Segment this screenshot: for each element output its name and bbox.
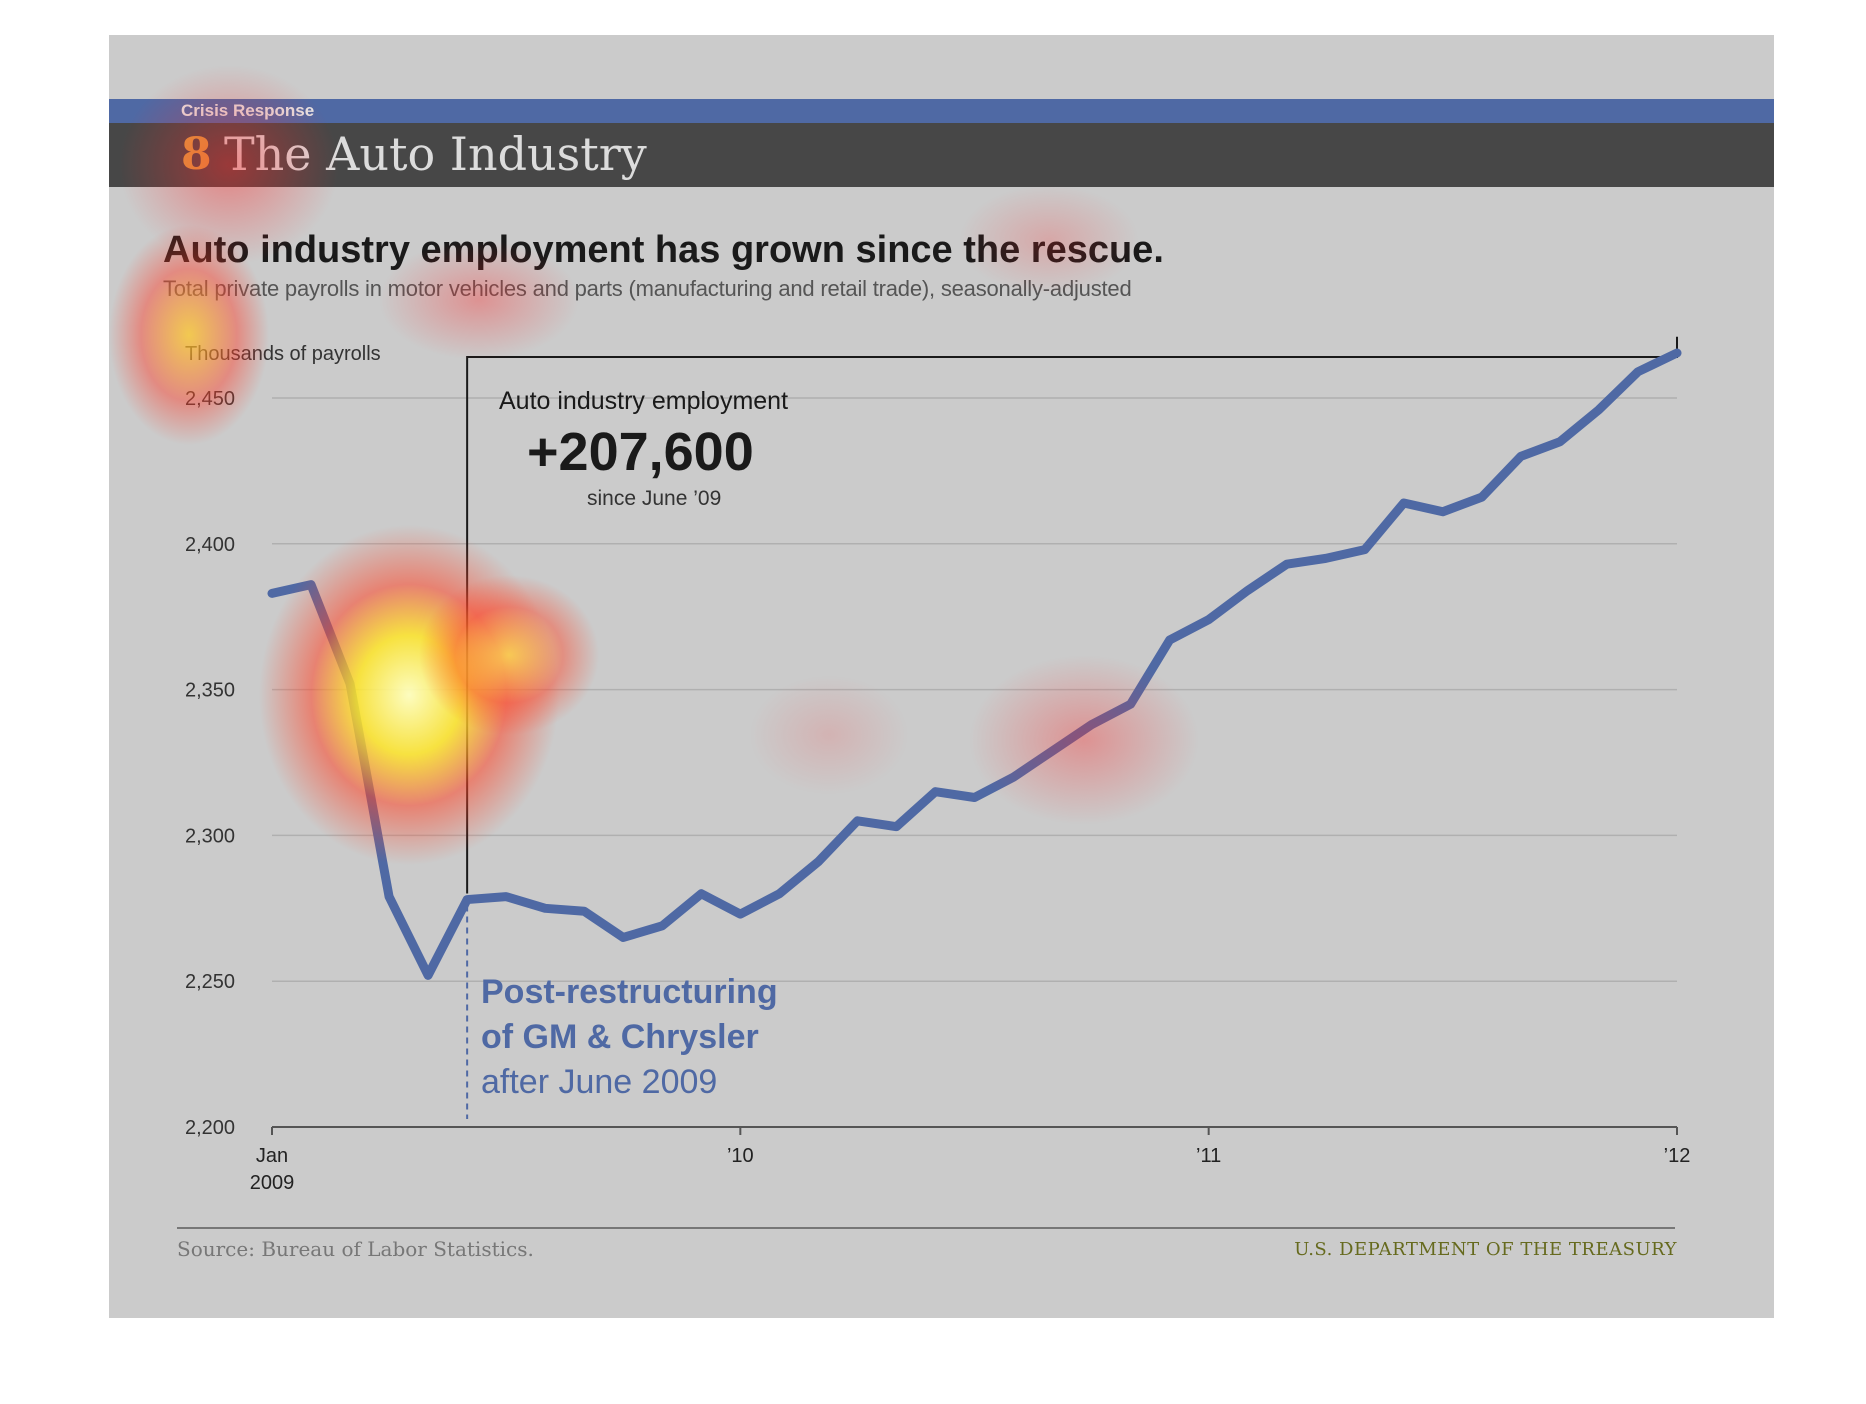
organization-name: U.S. DEPARTMENT OF THE TREASURY <box>1294 1239 1677 1260</box>
y-tick-label: 2,300 <box>185 825 235 847</box>
y-tick-label: 2,200 <box>185 1117 235 1139</box>
section-bar <box>109 99 1774 123</box>
callout-label: Auto industry employment <box>499 387 789 415</box>
series-line <box>267 348 1682 980</box>
x-tick-label: ’11 <box>1196 1145 1221 1167</box>
footer-rule <box>177 1227 1675 1229</box>
slide-title: The Auto Industry <box>224 127 647 181</box>
line-chart: 2,200 2,250 2,300 2,350 2,400 2,450 Jan 2009 ’10… <box>185 336 1691 1194</box>
title-bar <box>109 123 1774 187</box>
callout-note: since June ’09 <box>587 487 722 510</box>
x-tick-label: 2009 <box>250 1172 295 1194</box>
x-tick-label: Jan <box>256 1145 288 1167</box>
section-label: Crisis Response <box>181 101 315 120</box>
annotation-line-1: Post-restructuring <box>481 973 778 1011</box>
callout-value: +207,600 <box>527 422 754 482</box>
x-tick-label: ’10 <box>727 1145 754 1167</box>
slide: Crisis Response 8 The Auto Industry Auto… <box>109 35 1774 1318</box>
chart-headline: Auto industry employment has grown since… <box>163 229 1164 271</box>
annotation-line-2: of GM & Chrysler <box>481 1018 759 1056</box>
slide-number: 8 <box>181 129 212 180</box>
x-tick-label: ’12 <box>1664 1145 1691 1167</box>
source-note: Source: Bureau of Labor Statistics. <box>177 1237 534 1261</box>
annotation-line-3: after June 2009 <box>481 1063 718 1101</box>
y-tick-label: 2,450 <box>185 388 235 410</box>
y-tick-label: 2,400 <box>185 534 235 556</box>
y-tick-label: 2,250 <box>185 971 235 993</box>
y-tick-label: 2,350 <box>185 680 235 702</box>
chart-subhead: Total private payrolls in motor vehicles… <box>163 276 1132 301</box>
